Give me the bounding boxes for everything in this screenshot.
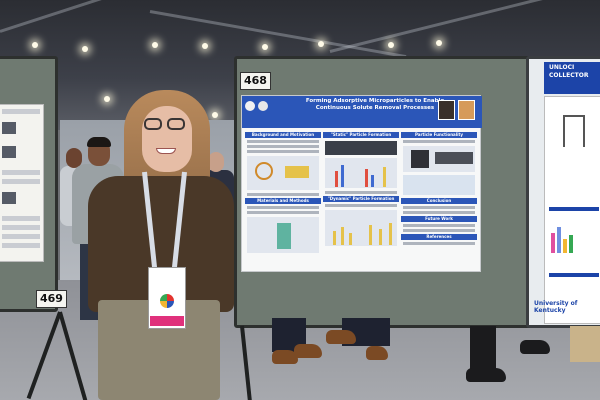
poster-figure — [2, 146, 16, 158]
poster-figure — [325, 158, 397, 188]
poster-figure — [403, 175, 475, 195]
university-of-kentucky-logo: University of Kentucky — [534, 300, 578, 314]
poster-figure — [247, 217, 319, 253]
section-heading: References — [401, 234, 477, 240]
attendee-shoe — [366, 346, 388, 360]
attendee-shoe — [326, 330, 356, 344]
badge-logo — [160, 294, 174, 308]
university-seal-logo — [258, 101, 268, 111]
ceiling-light — [32, 42, 38, 48]
presenter-smile — [156, 148, 176, 154]
poster-text-line — [2, 243, 40, 248]
poster-text-line — [2, 179, 40, 184]
poster-text-line — [2, 216, 40, 221]
ceiling-light — [262, 44, 268, 50]
left-poster — [0, 104, 44, 262]
ceiling-light — [436, 40, 442, 46]
section-heading: Conclusion — [401, 198, 477, 204]
poster-text-line — [247, 211, 319, 214]
section-heading: Future Work — [401, 216, 477, 222]
poster-text-line — [247, 150, 319, 153]
poster-text-line — [247, 145, 319, 148]
university-seal-logo — [245, 101, 255, 111]
background-attendee-hair — [87, 137, 111, 147]
poster-text-line — [2, 109, 40, 114]
poster-text-line — [2, 170, 40, 175]
ceiling-light — [212, 112, 218, 118]
poster-text-line — [247, 140, 319, 143]
poster-figure — [247, 156, 319, 190]
poster-figure — [2, 122, 16, 134]
section-heading: Particle Functionality — [401, 132, 477, 138]
poster-figure — [325, 210, 397, 246]
poster-text-line — [247, 193, 319, 196]
ceiling-light — [152, 42, 158, 48]
poster-figure — [325, 141, 397, 155]
poster-column-right: Particle Functionality Conclusion Future… — [401, 132, 477, 247]
attendee-shoe — [294, 344, 322, 358]
right-poster-header — [544, 62, 600, 94]
ceiling-light — [202, 43, 208, 49]
author-headshot — [458, 100, 475, 120]
main-poster: Forming Adsorptive Microparticles to Ena… — [241, 95, 482, 272]
ceiling-light — [82, 46, 88, 52]
board-number-main: 468 — [240, 72, 271, 90]
poster-figure — [403, 146, 475, 172]
poster-text-line — [2, 234, 40, 239]
ceiling-light — [318, 41, 324, 47]
attendee-legs — [570, 326, 600, 362]
poster-text-line — [403, 224, 475, 227]
badge-ribbon — [150, 316, 184, 326]
poster-text-line — [403, 206, 475, 209]
ceiling-light — [104, 96, 110, 102]
presenter-face — [142, 106, 192, 172]
right-poster-title: UNLOCI COLLECTOR — [549, 64, 589, 79]
section-heading: "Static" Particle Formation — [323, 132, 399, 138]
glasses — [167, 118, 185, 130]
poster-text-line — [403, 211, 475, 214]
glasses — [144, 118, 162, 130]
section-heading: "Dynamic" Particle Formation — [323, 196, 399, 202]
attendee-shoe — [272, 350, 298, 364]
poster-text-line — [403, 229, 475, 232]
poster-text-line — [2, 225, 40, 230]
poster-text-line — [247, 206, 319, 209]
background-attendee-head — [66, 148, 82, 168]
ceiling-light — [388, 42, 394, 48]
attendee-shoe — [520, 340, 550, 354]
poster-text-line — [403, 242, 475, 245]
poster-column-middle: "Static" Particle Formation "Dynamic" Pa… — [323, 132, 399, 249]
poster-title: Forming Adsorptive Microparticles to Ena… — [305, 98, 445, 111]
right-poster — [544, 96, 600, 324]
poster-text-line — [325, 191, 397, 194]
background-attendee-head — [208, 152, 224, 172]
poster-figure — [2, 192, 16, 204]
poster-text-line — [403, 140, 475, 143]
author-headshot — [438, 100, 455, 120]
attendee-shoe — [466, 368, 506, 382]
poster-text-line — [325, 204, 397, 207]
section-heading: Background and Motivation — [245, 132, 321, 138]
board-number-left: 469 — [36, 290, 67, 308]
attendee-legs — [470, 326, 496, 370]
section-heading: Materials and Methods — [245, 198, 321, 204]
poster-column-left: Background and Motivation Materials and … — [245, 132, 321, 256]
